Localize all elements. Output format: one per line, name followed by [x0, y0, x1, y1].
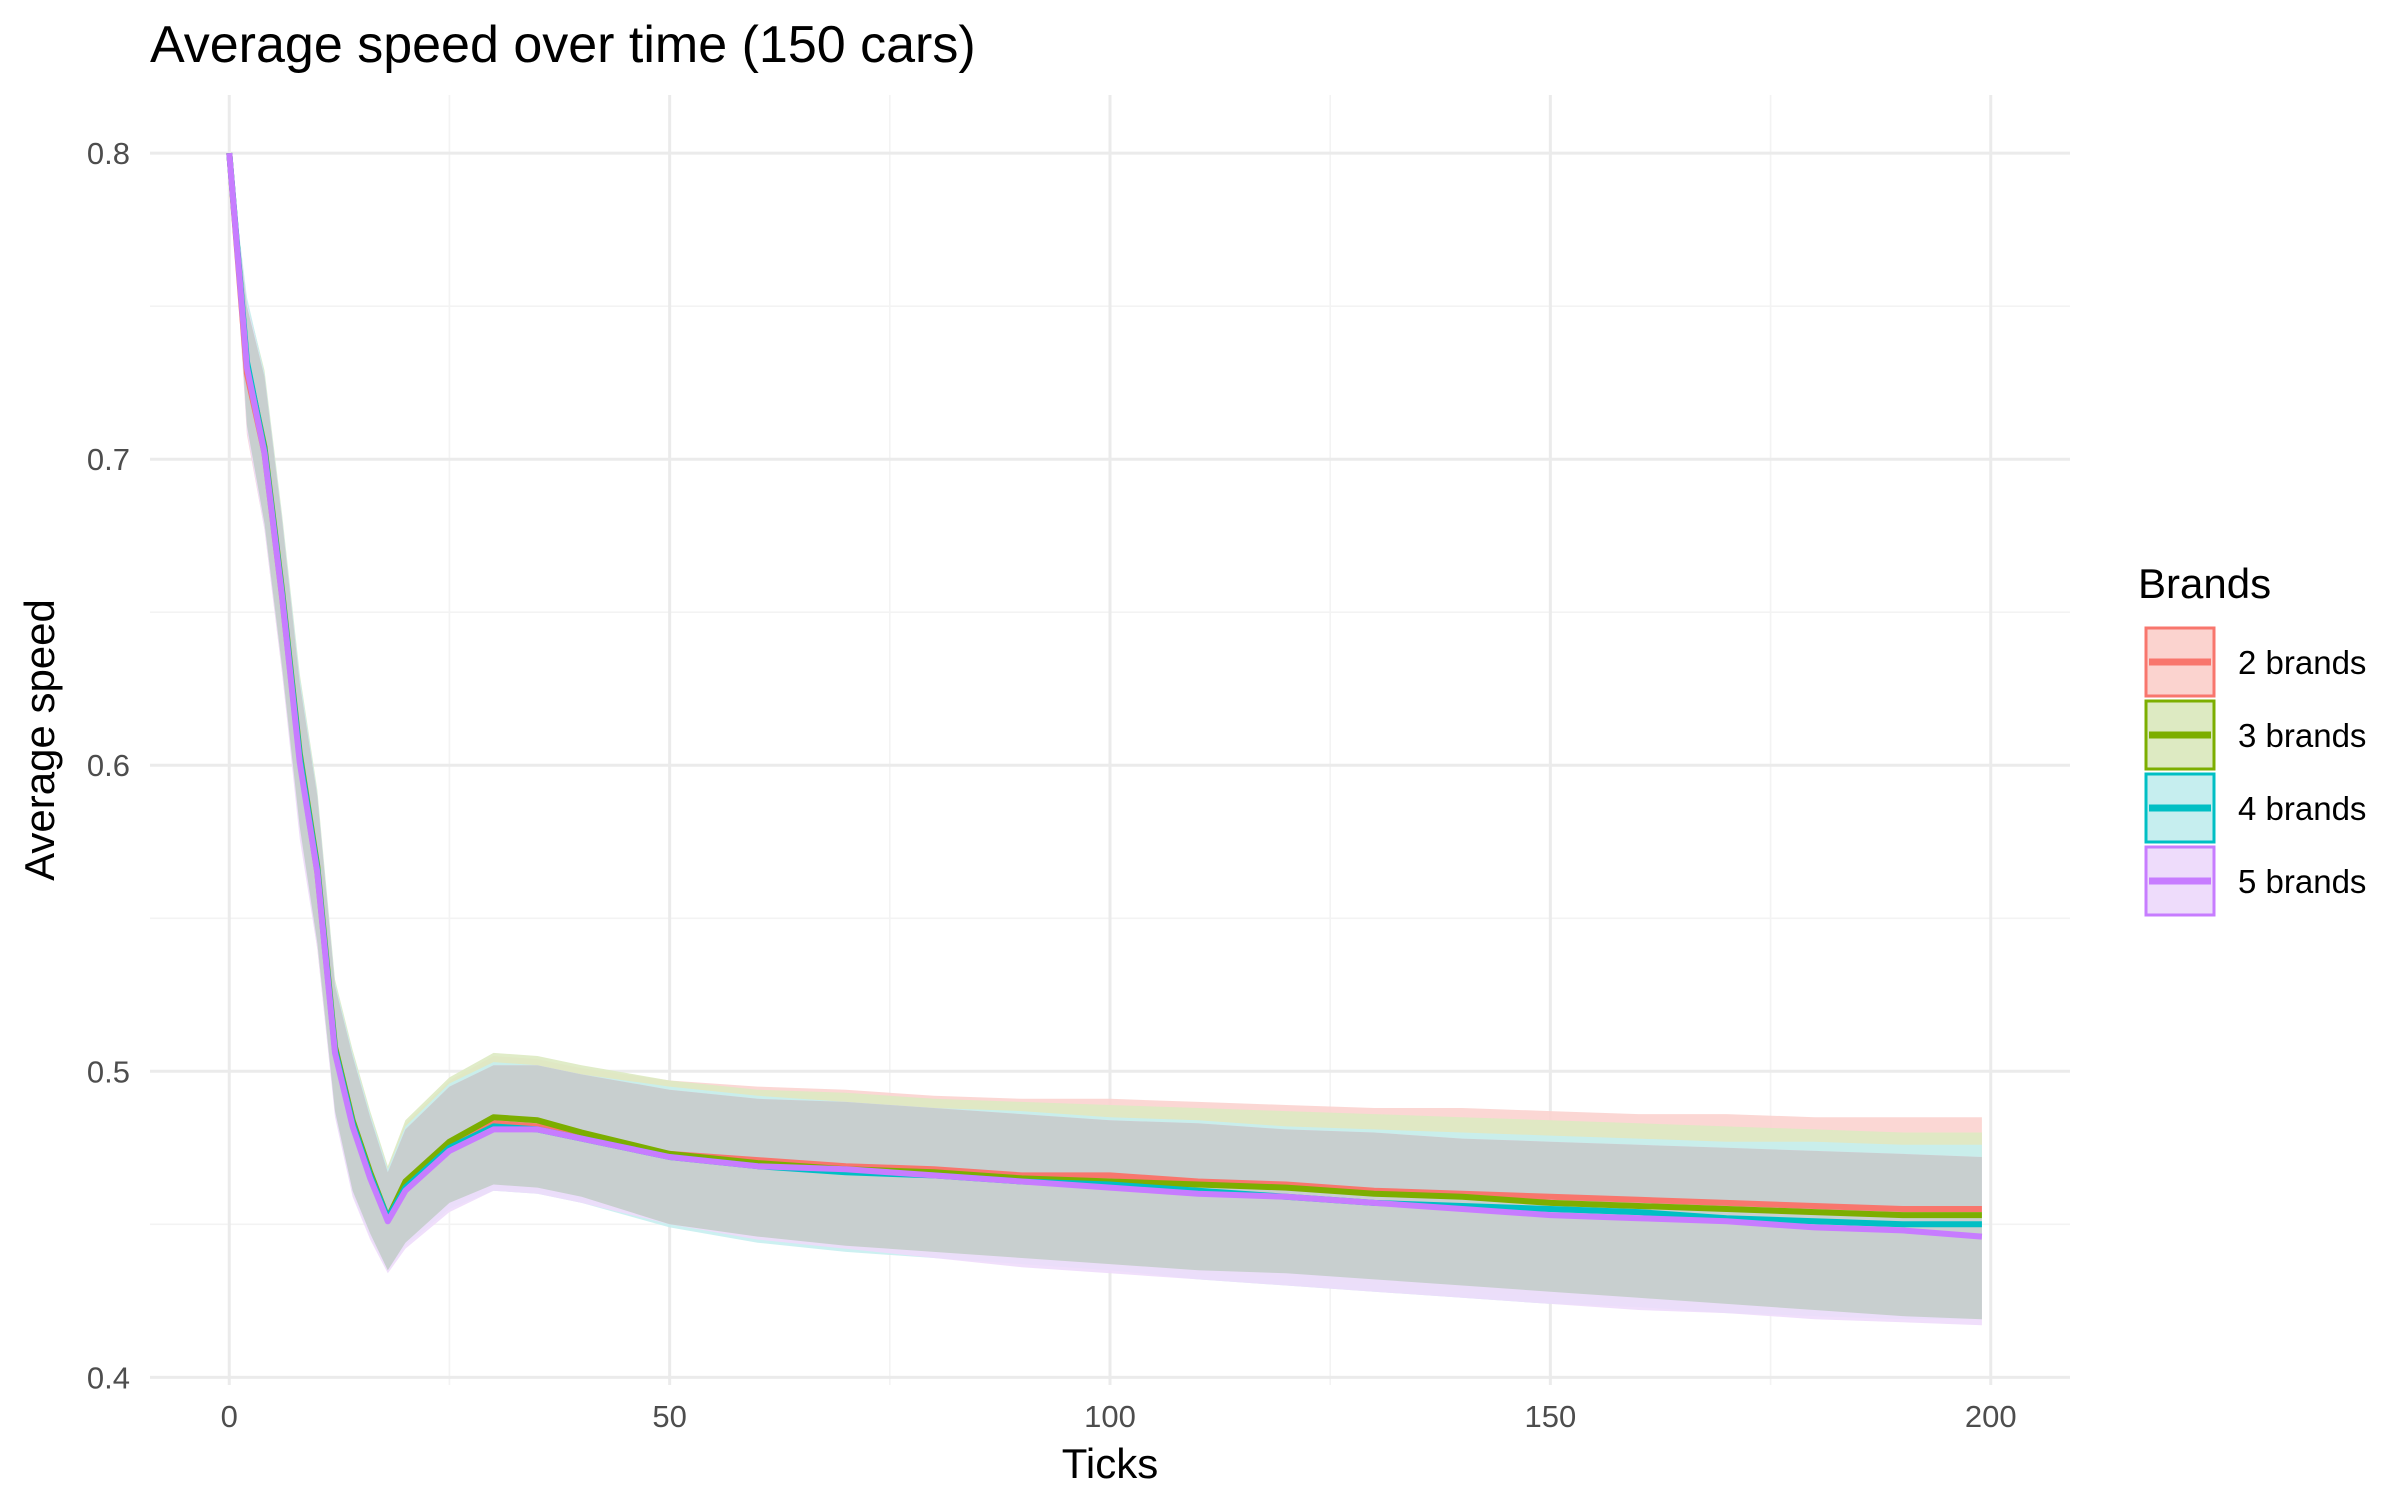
x-tick-label: 200 — [1965, 1399, 2017, 1434]
series-line — [226, 152, 1983, 1240]
y-axis-title: Average speed — [16, 599, 63, 881]
x-tick-label: 100 — [1084, 1399, 1136, 1434]
legend-item: 5 brands — [2144, 845, 2366, 917]
legend-item: 2 brands — [2144, 626, 2366, 698]
confidence-bands — [229, 153, 1982, 1326]
x-tick-label: 0 — [221, 1399, 238, 1434]
y-tick-label: 0.4 — [87, 1360, 130, 1395]
x-axis-title: Ticks — [1062, 1440, 1158, 1487]
legend-title: Brands — [2138, 560, 2271, 607]
legend-label: 4 brands — [2238, 790, 2366, 827]
legend-label: 5 brands — [2238, 863, 2366, 900]
legend: Brands 2 brands 3 brands 4 brands 5 brands — [2138, 560, 2366, 917]
series-lines — [226, 152, 1983, 1240]
plot-grid — [150, 95, 2070, 1385]
y-tick-label: 0.8 — [87, 136, 130, 171]
legend-label: 2 brands — [2238, 644, 2366, 681]
legend-item: 4 brands — [2144, 772, 2366, 844]
x-tick-label: 150 — [1524, 1399, 1576, 1434]
chart-title: Average speed over time (150 cars) — [150, 16, 976, 74]
y-tick-label: 0.7 — [87, 442, 130, 477]
legend-items: 2 brands 3 brands 4 brands 5 brands — [2144, 626, 2366, 917]
overlap-band — [229, 153, 1982, 1320]
y-tick-label: 0.6 — [87, 748, 130, 783]
x-axis-ticks: 0 50 100 150 200 — [221, 1399, 2017, 1434]
y-axis-ticks: 0.4 0.5 0.6 0.7 0.8 — [87, 136, 130, 1395]
legend-item: 3 brands — [2144, 699, 2366, 771]
x-tick-label: 50 — [652, 1399, 686, 1434]
y-tick-label: 0.5 — [87, 1054, 130, 1089]
legend-label: 3 brands — [2238, 717, 2366, 754]
